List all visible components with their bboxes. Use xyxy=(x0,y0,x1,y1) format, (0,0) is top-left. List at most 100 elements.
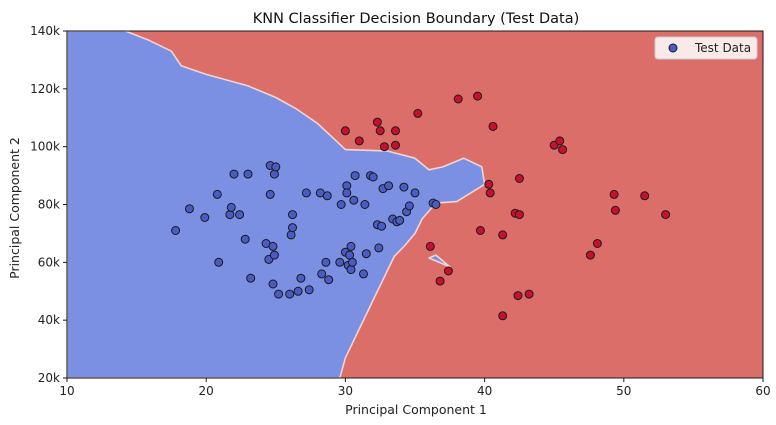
data-point-class-0 xyxy=(235,210,245,220)
data-point-class-0 xyxy=(268,241,278,251)
data-point-class-0 xyxy=(226,202,236,212)
data-point-class-1 xyxy=(592,239,602,248)
y-tick-label: 60k xyxy=(38,255,60,269)
data-point-class-0 xyxy=(349,195,359,205)
data-point-class-1 xyxy=(340,126,350,136)
legend-box xyxy=(654,36,758,60)
data-point-class-0 xyxy=(347,257,357,267)
data-point-class-1 xyxy=(514,210,524,220)
data-point-class-1 xyxy=(485,188,495,198)
data-point-class-1 xyxy=(498,230,508,240)
data-point-class-1 xyxy=(453,94,463,104)
legend: Test Data xyxy=(654,36,758,60)
x-axis-title: Principal Component 1 xyxy=(345,402,487,417)
data-point-class-0 xyxy=(268,279,278,289)
plot-area xyxy=(66,30,764,379)
data-point-class-1 xyxy=(585,250,595,260)
y-axis-title: Principal Component 2 xyxy=(7,137,22,279)
data-point-class-1 xyxy=(391,126,400,136)
data-point-class-0 xyxy=(304,285,314,295)
data-point-class-1 xyxy=(498,311,508,321)
data-point-class-0 xyxy=(214,257,224,267)
data-point-class-0 xyxy=(271,162,281,172)
data-point-class-0 xyxy=(404,201,414,211)
data-point-class-1 xyxy=(513,291,523,301)
data-point-class-0 xyxy=(286,230,296,240)
data-point-class-0 xyxy=(269,250,279,260)
data-point-class-1 xyxy=(379,142,389,152)
y-tick-label: 120k xyxy=(30,82,60,96)
data-point-class-1 xyxy=(425,241,435,251)
data-point-class-0 xyxy=(246,273,256,283)
y-tick-label: 100k xyxy=(30,140,60,154)
data-point-class-0 xyxy=(346,265,356,275)
data-point-class-1 xyxy=(413,108,423,118)
data-point-class-0 xyxy=(361,249,371,259)
class-0-region-1 xyxy=(428,254,451,268)
data-point-class-1 xyxy=(558,145,568,155)
data-point-class-0 xyxy=(395,215,405,225)
data-point-class-0 xyxy=(285,289,295,299)
data-point-class-0 xyxy=(243,169,253,179)
data-point-class-0 xyxy=(410,188,420,198)
data-point-class-1 xyxy=(473,91,483,101)
decision-regions xyxy=(66,30,486,379)
data-point-class-1 xyxy=(609,189,619,199)
data-point-class-0 xyxy=(171,226,181,235)
data-point-class-0 xyxy=(336,200,346,209)
data-point-class-1 xyxy=(484,179,494,189)
data-point-class-0 xyxy=(324,275,334,285)
data-point-class-1 xyxy=(391,140,400,150)
data-point-class-1 xyxy=(524,289,534,299)
legend-label-test-data: Test Data xyxy=(694,41,751,55)
data-point-class-0 xyxy=(296,273,306,283)
data-point-class-1 xyxy=(661,210,671,220)
chart-title: KNN Classifier Decision Boundary (Test D… xyxy=(253,11,580,27)
y-tick-label: 20k xyxy=(38,371,60,385)
data-point-class-0 xyxy=(399,182,409,192)
x-tick-label: 40 xyxy=(477,384,492,398)
x-tick-label: 30 xyxy=(338,384,353,398)
data-point-class-0 xyxy=(269,169,279,179)
y-tick-label: 80k xyxy=(38,198,60,212)
data-point-class-0 xyxy=(229,169,239,179)
data-point-class-0 xyxy=(274,289,284,299)
data-point-class-1 xyxy=(640,191,650,201)
data-point-class-0 xyxy=(322,191,332,201)
scatter-points xyxy=(171,91,671,321)
class-0-region-0 xyxy=(66,30,486,379)
data-point-class-0 xyxy=(301,188,311,198)
data-point-class-1 xyxy=(555,136,565,146)
data-point-class-1 xyxy=(435,276,445,286)
data-point-class-0 xyxy=(265,189,275,199)
data-point-class-1 xyxy=(372,117,382,127)
x-tick-label: 50 xyxy=(616,384,631,398)
data-point-class-0 xyxy=(342,188,352,198)
data-point-class-0 xyxy=(360,200,370,209)
data-point-class-0 xyxy=(368,172,378,182)
data-point-class-0 xyxy=(185,204,194,214)
data-point-class-0 xyxy=(288,223,297,233)
y-axis-ticks: 20k 40k 60k 80k 100k 120k 140k xyxy=(30,24,67,385)
data-point-class-0 xyxy=(288,210,297,220)
x-tick-label: 60 xyxy=(755,384,770,398)
data-point-class-1 xyxy=(375,126,385,136)
data-point-class-0 xyxy=(240,234,250,244)
x-axis-ticks: 10 20 30 40 50 60 xyxy=(59,378,771,398)
data-point-class-0 xyxy=(317,269,327,279)
data-point-class-0 xyxy=(377,221,387,231)
legend-marker xyxy=(668,43,678,53)
x-tick-label: 20 xyxy=(199,384,214,398)
y-tick-label: 140k xyxy=(30,24,60,38)
data-point-class-0 xyxy=(359,269,368,279)
data-point-class-0 xyxy=(225,210,235,220)
data-point-class-0 xyxy=(200,213,210,222)
data-point-class-0 xyxy=(431,200,441,209)
data-point-class-0 xyxy=(350,171,360,181)
data-point-class-0 xyxy=(212,189,222,199)
data-point-class-1 xyxy=(610,205,620,215)
data-point-class-1 xyxy=(514,174,524,183)
data-point-class-0 xyxy=(374,243,384,253)
data-point-class-0 xyxy=(346,241,356,251)
data-point-class-1 xyxy=(354,136,364,146)
